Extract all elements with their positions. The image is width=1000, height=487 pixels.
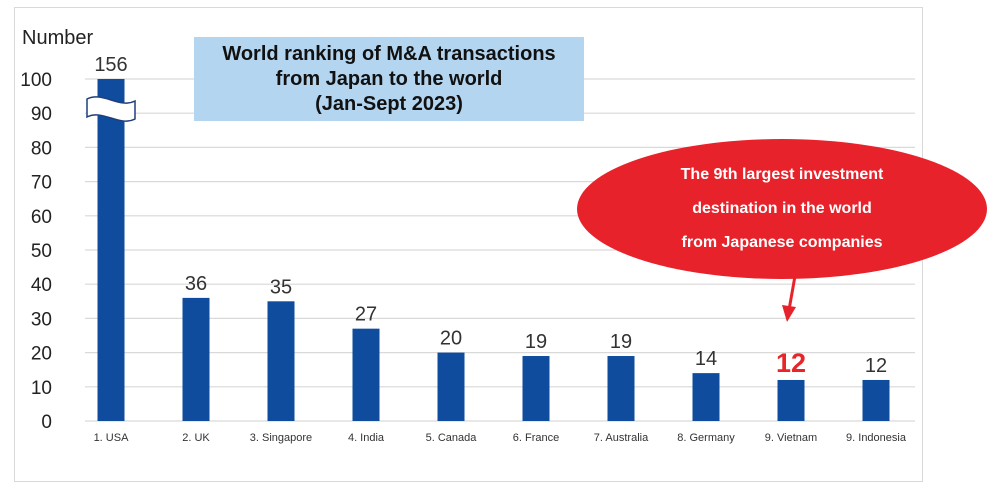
data-label: 14: [695, 348, 717, 370]
bar: [522, 356, 550, 421]
y-tick-label: 70: [31, 173, 52, 194]
callout-line-1: The 9th largest investment: [680, 166, 884, 183]
callout-arrow-shaft: [787, 275, 797, 311]
data-label: 19: [525, 331, 547, 353]
bar: [97, 79, 125, 421]
chart-title-line-3: (Jan-Sept 2023): [315, 92, 463, 115]
y-tick-label: 80: [31, 138, 52, 159]
data-label: 19: [610, 331, 632, 353]
bar: [182, 297, 210, 421]
x-tick-label: 3. Singapore: [250, 432, 312, 444]
bar: [862, 379, 890, 421]
y-tick-label: 30: [31, 309, 52, 330]
axis-break-marker: [86, 96, 136, 122]
data-label: 156: [94, 54, 127, 76]
y-tick-label: 90: [31, 104, 52, 125]
bar: [437, 352, 465, 421]
callout-text: The 9th largest investment destination i…: [632, 158, 932, 260]
data-label: 20: [440, 328, 462, 350]
y-tick-label: 10: [31, 378, 52, 399]
chart-title-line-1: World ranking of M&A transactions: [222, 42, 556, 65]
bar: [607, 356, 635, 421]
y-tick-label: 60: [31, 207, 52, 228]
y-tick-label: 0: [41, 412, 52, 433]
data-label: 12: [865, 355, 887, 377]
y-axis-label: Number: [22, 27, 93, 49]
data-label: 12: [776, 348, 806, 378]
y-tick-label: 40: [31, 275, 52, 296]
bar: [692, 373, 720, 421]
bar: [267, 301, 295, 421]
x-tick-label: 8. Germany: [677, 432, 735, 444]
callout-arrow-head: [782, 305, 796, 322]
x-tick-label: 1. USA: [94, 432, 130, 444]
data-label: 27: [355, 304, 377, 326]
x-tick-label: 5. Canada: [426, 432, 478, 444]
x-tick-label: 4. India: [348, 432, 385, 444]
y-tick-label: 20: [31, 344, 52, 365]
callout-line-3: from Japanese companies: [681, 234, 883, 251]
callout-line-2: destination in the world: [692, 200, 872, 217]
data-label: 36: [185, 273, 207, 295]
x-tick-label: 9. Indonesia: [846, 432, 907, 444]
y-tick-label: 50: [31, 241, 52, 262]
data-label: 35: [270, 276, 292, 298]
x-tick-label: 9. Vietnam: [765, 432, 817, 444]
callout-ellipse: [577, 139, 987, 279]
chart-title-box: World ranking of M&A transactions from J…: [194, 37, 584, 121]
y-tick-label: 100: [20, 70, 52, 91]
bar: [352, 328, 380, 421]
x-tick-label: 7. Australia: [594, 432, 649, 444]
chart-title-line-2: from Japan to the world: [275, 67, 503, 90]
x-tick-label: 2. UK: [182, 432, 210, 444]
x-tick-label: 6. France: [513, 432, 559, 444]
bar: [777, 379, 805, 421]
